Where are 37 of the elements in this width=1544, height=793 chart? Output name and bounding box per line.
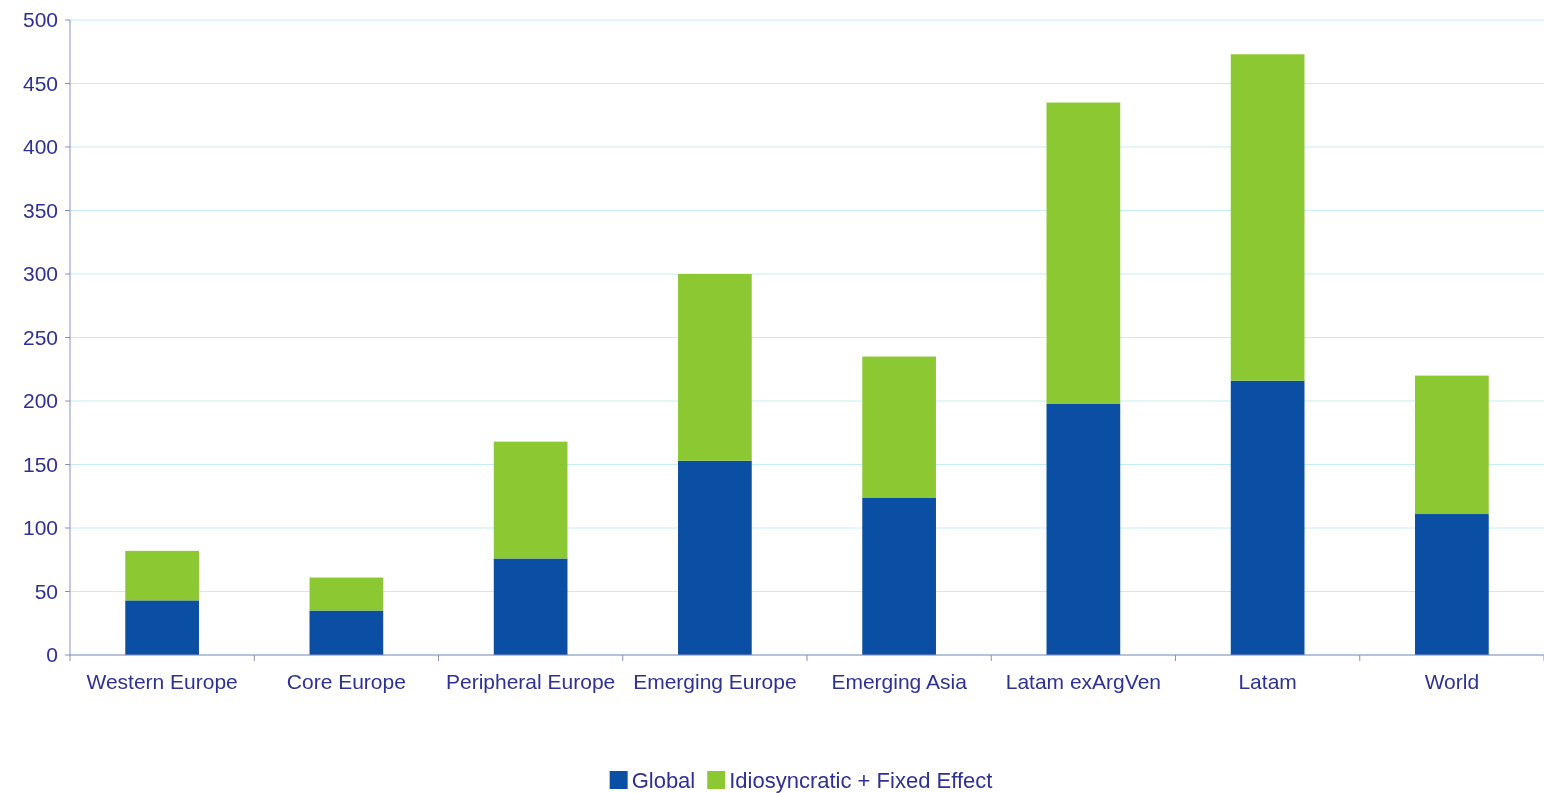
x-tick-label: Emerging Europe — [633, 670, 797, 693]
x-tick-label: Core Europe — [286, 670, 406, 693]
legend-label: Global — [631, 767, 696, 793]
y-tick-label: 500 — [22, 8, 58, 32]
y-tick-label: 350 — [22, 198, 58, 222]
bar — [862, 497, 936, 655]
y-tick-label: 100 — [22, 516, 58, 540]
y-tick-label: 450 — [22, 71, 58, 95]
y-tick-label: 200 — [22, 389, 58, 413]
bar — [1415, 514, 1489, 655]
x-tick-label: Latam exArgVen — [1005, 670, 1162, 693]
bar — [1415, 375, 1489, 515]
bar — [1046, 102, 1121, 404]
y-tick-label: 300 — [22, 262, 58, 286]
bar — [309, 610, 384, 655]
x-tick-label: Western Europe — [86, 670, 238, 693]
bar — [493, 558, 568, 655]
legend-label: Idiosyncratic + Fixed Effect — [729, 767, 993, 793]
bar — [678, 460, 752, 655]
bar — [1046, 403, 1121, 655]
bar — [1230, 54, 1305, 381]
x-tick-label: Peripheral Europe — [445, 670, 616, 693]
y-tick-label: 0 — [46, 643, 58, 667]
y-tick-label: 50 — [34, 579, 58, 603]
bar — [678, 274, 752, 461]
bar — [493, 441, 568, 559]
y-tick-label: 150 — [22, 452, 58, 476]
y-tick-label: 250 — [22, 325, 58, 349]
bar — [862, 356, 936, 498]
x-tick-label: Emerging Asia — [831, 670, 968, 693]
bar — [1230, 380, 1305, 655]
x-tick-label: Latam — [1238, 670, 1297, 693]
bar — [125, 600, 199, 655]
y-tick-label: 400 — [22, 135, 58, 159]
x-tick-label: World — [1424, 670, 1480, 693]
bar — [309, 577, 384, 611]
bar — [125, 550, 199, 601]
